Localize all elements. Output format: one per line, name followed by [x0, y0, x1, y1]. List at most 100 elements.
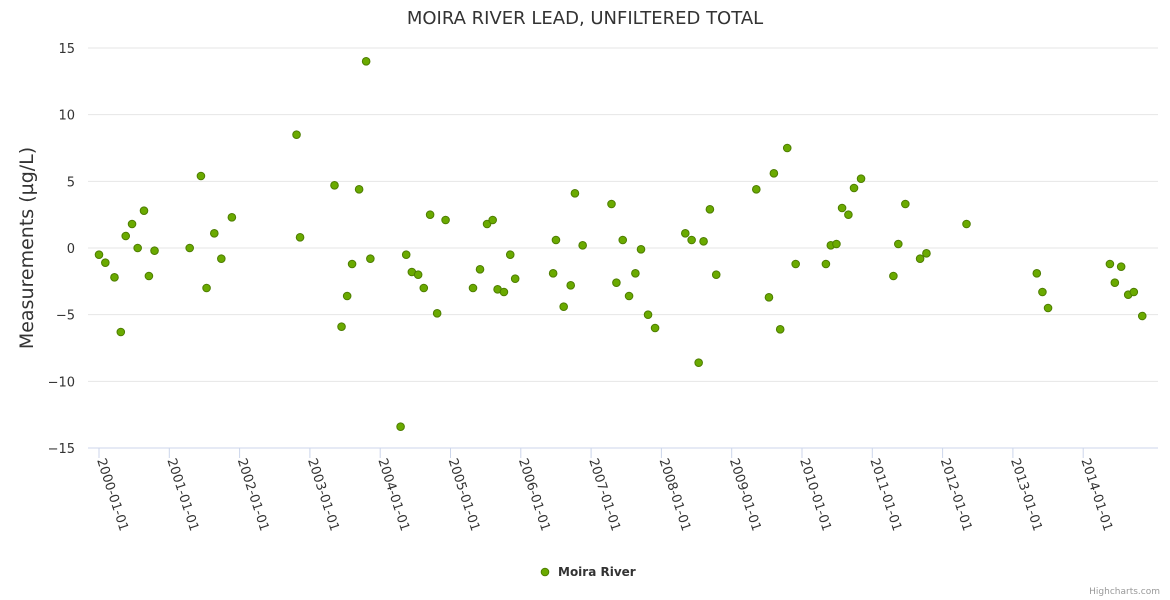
data-point[interactable] [202, 283, 211, 293]
data-point[interactable] [330, 181, 339, 190]
data-point[interactable] [837, 203, 847, 213]
data-point[interactable] [499, 287, 509, 297]
data-point[interactable] [922, 249, 931, 258]
data-point[interactable] [844, 210, 853, 219]
data-point[interactable] [150, 246, 159, 255]
data-point[interactable] [687, 235, 696, 245]
x-tick-label: 2012-01-01 [937, 457, 975, 533]
x-tick-label: 2005-01-01 [445, 457, 483, 533]
gridlines [88, 47, 1158, 449]
data-point[interactable] [121, 231, 131, 241]
x-tick-label: 2013-01-01 [1007, 457, 1045, 533]
data-point[interactable] [856, 174, 866, 183]
chart-title: MOIRA RIVER LEAD, UNFILTERED TOTAL [407, 8, 763, 29]
y-axis-label: Measurements (µg/L) [16, 147, 38, 349]
y-tick-label: −15 [48, 442, 75, 457]
data-point[interactable] [292, 130, 301, 139]
data-point[interactable] [432, 309, 442, 318]
data-point[interactable] [354, 185, 364, 194]
data-point[interactable] [101, 258, 110, 267]
data-point[interactable] [1110, 278, 1120, 287]
data-point[interactable] [396, 422, 405, 431]
data-point[interactable] [1032, 269, 1042, 278]
data-point[interactable] [144, 271, 154, 281]
data-point[interactable] [94, 250, 104, 259]
data-point[interactable] [1043, 303, 1053, 313]
legend[interactable]: Moira River [540, 565, 636, 579]
data-point[interactable] [419, 283, 429, 293]
legend-item-moira-river[interactable]: Moira River [558, 565, 636, 579]
data-point[interactable] [764, 293, 774, 302]
data-point[interactable] [901, 199, 910, 209]
data-point[interactable] [342, 291, 352, 301]
data-point[interactable] [607, 199, 616, 209]
data-point[interactable] [618, 235, 628, 245]
data-point[interactable] [551, 235, 561, 245]
data-point[interactable] [548, 269, 558, 278]
data-point[interactable] [894, 239, 903, 249]
data-point[interactable] [821, 259, 831, 269]
data-point[interactable] [631, 269, 640, 278]
data-point[interactable] [650, 323, 660, 333]
data-point[interactable] [566, 281, 576, 290]
data-point[interactable] [127, 219, 137, 229]
data-point[interactable] [915, 254, 925, 263]
data-point[interactable] [1129, 287, 1139, 297]
data-point[interactable] [1038, 287, 1047, 297]
data-point[interactable] [1105, 259, 1115, 269]
x-tick-label: 2002-01-01 [234, 457, 272, 533]
data-point[interactable] [366, 254, 375, 263]
data-point[interactable] [624, 291, 634, 301]
data-point[interactable] [347, 259, 357, 269]
data-point[interactable] [110, 273, 119, 282]
data-point[interactable] [578, 241, 587, 250]
data-point[interactable] [217, 254, 226, 263]
data-point[interactable] [361, 57, 371, 66]
data-point[interactable] [475, 265, 485, 274]
data-point[interactable] [196, 171, 206, 181]
data-point[interactable] [636, 245, 646, 254]
credits-link[interactable]: Highcharts.com [1089, 587, 1160, 597]
data-point[interactable] [510, 274, 520, 283]
data-point[interactable] [1137, 311, 1147, 321]
data-point[interactable] [413, 270, 423, 279]
data-point[interactable] [962, 219, 971, 229]
data-point[interactable] [468, 283, 478, 293]
data-point[interactable] [505, 250, 515, 259]
y-tick-label: 5 [67, 175, 75, 190]
data-point[interactable] [488, 215, 497, 225]
data-point[interactable] [782, 143, 792, 153]
data-point[interactable] [185, 243, 194, 253]
data-point[interactable] [699, 237, 708, 246]
data-point[interactable] [337, 322, 346, 331]
data-point[interactable] [559, 302, 568, 311]
data-point[interactable] [133, 243, 142, 253]
data-point[interactable] [612, 278, 621, 287]
data-point[interactable] [227, 213, 237, 222]
data-point[interactable] [116, 327, 126, 337]
data-point[interactable] [570, 189, 580, 198]
data-point[interactable] [832, 239, 841, 249]
data-point[interactable] [441, 215, 450, 225]
data-point[interactable] [401, 250, 411, 259]
y-tick-label: 15 [58, 42, 75, 57]
data-point[interactable] [295, 233, 305, 242]
data-point[interactable] [643, 310, 653, 319]
data-point[interactable] [849, 183, 859, 193]
data-point[interactable] [705, 205, 715, 214]
data-point[interactable] [139, 206, 149, 215]
data-point[interactable] [1116, 262, 1126, 271]
data-point[interactable] [681, 229, 690, 238]
data-point[interactable] [425, 210, 435, 219]
data-point[interactable] [769, 169, 779, 178]
data-point[interactable] [209, 229, 219, 238]
data-point[interactable] [752, 185, 761, 194]
data-point[interactable] [889, 271, 898, 281]
data-point[interactable] [694, 358, 703, 367]
data-point[interactable] [791, 259, 800, 269]
x-tick-label: 2008-01-01 [656, 457, 694, 533]
data-point[interactable] [775, 325, 785, 334]
data-point[interactable] [711, 270, 721, 279]
y-axis-ticks: 15 10 5 0 −5 −10 −15 [48, 42, 75, 457]
